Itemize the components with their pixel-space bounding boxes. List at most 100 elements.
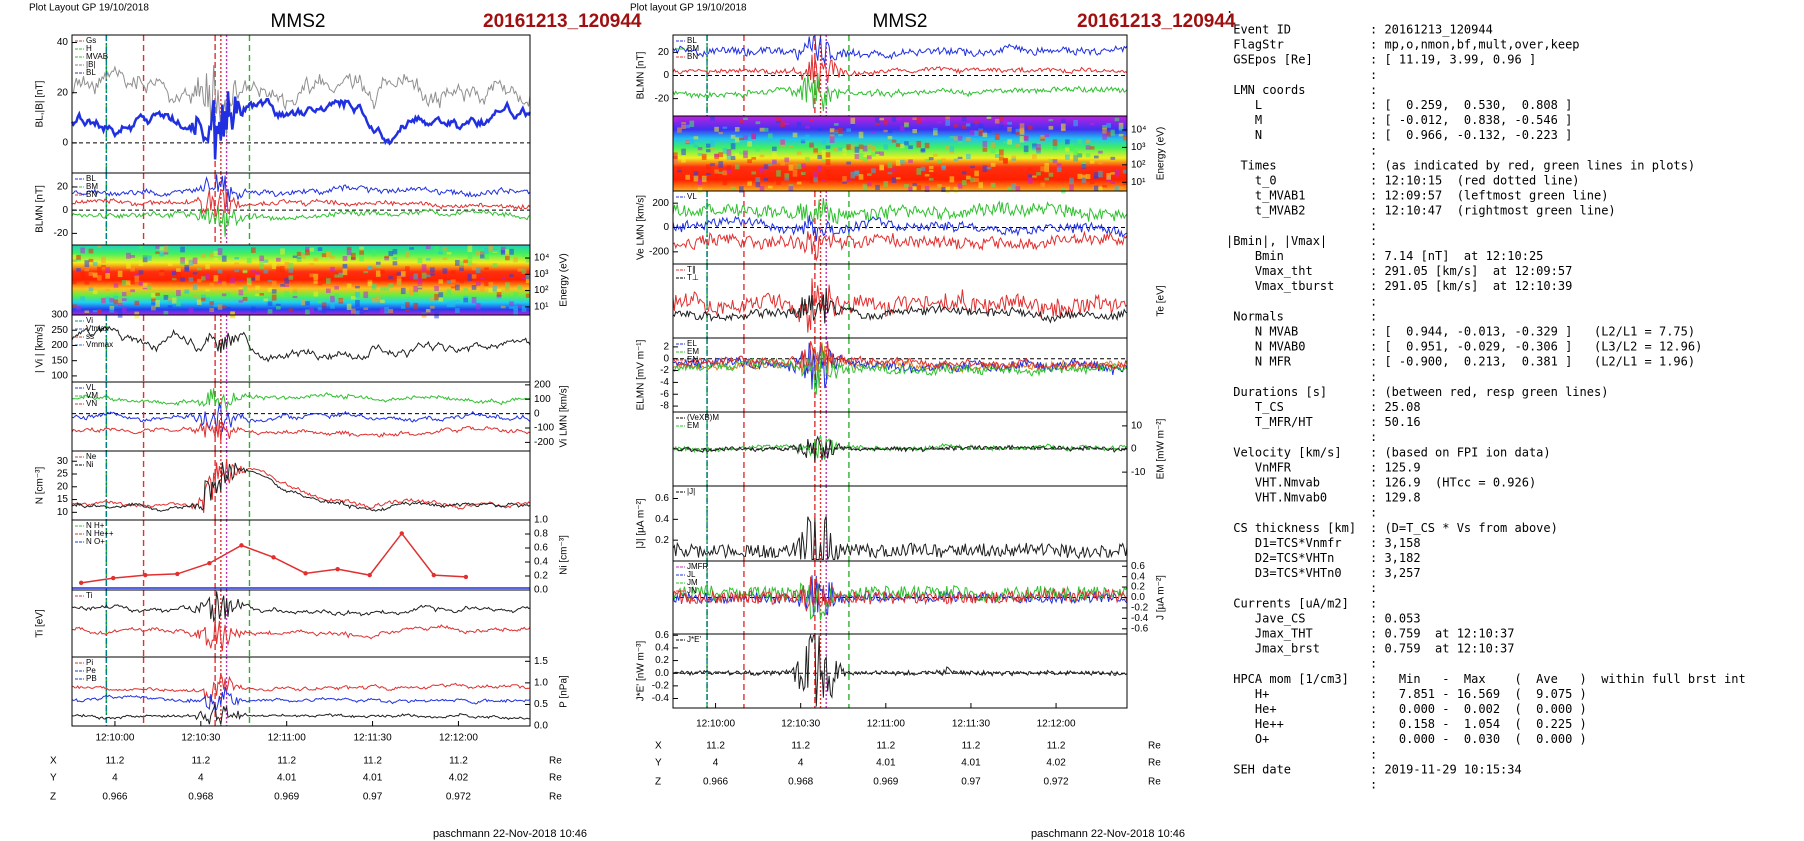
info-key: Jmax_brst bbox=[1226, 642, 1320, 656]
spectrogram-cell bbox=[330, 255, 335, 259]
spectrogram-cell bbox=[1032, 175, 1037, 178]
info-value: : 7.14 [nT] at 12:10:25 bbox=[1370, 249, 1543, 263]
spectrogram-cell bbox=[467, 254, 473, 260]
spectrogram-cell bbox=[101, 256, 106, 264]
spectrogram-cell bbox=[217, 248, 223, 255]
spectrogram-cell bbox=[755, 121, 761, 125]
spectrogram-cell bbox=[825, 145, 831, 149]
spectrogram-cell bbox=[891, 168, 897, 172]
spectrogram-cell bbox=[330, 266, 335, 272]
x-tick-label: 12:10:00 bbox=[95, 733, 134, 744]
spectrogram-cell bbox=[380, 299, 385, 304]
spectrogram-cell bbox=[384, 286, 389, 291]
spectrogram-cell bbox=[846, 161, 851, 165]
spectrogram-cell bbox=[146, 256, 152, 261]
spectrogram-cell bbox=[974, 130, 979, 137]
spectrogram-cell bbox=[961, 180, 967, 186]
info-key: : bbox=[1226, 7, 1233, 21]
spectrogram-cell bbox=[121, 298, 127, 301]
info-value: : 291.05 [km/s] at 12:10:39 bbox=[1370, 279, 1572, 293]
y-tick-label: 30 bbox=[57, 456, 69, 467]
spectrogram-cell bbox=[475, 250, 481, 256]
info-value: : bbox=[1370, 83, 1377, 97]
spectrogram-cell bbox=[155, 300, 160, 308]
spectrogram-cell bbox=[205, 273, 210, 280]
spectrogram-cell bbox=[271, 289, 277, 294]
spectrogram-cell bbox=[1073, 150, 1078, 157]
spectrogram-cell bbox=[945, 145, 951, 150]
info-key: t_0 bbox=[1226, 174, 1277, 188]
y-tick-label: -6 bbox=[660, 389, 669, 400]
spectrogram-cell bbox=[685, 140, 691, 144]
info-key: Event ID bbox=[1226, 23, 1291, 37]
spectrogram-cell bbox=[1052, 139, 1058, 147]
coord-value: 4.02 bbox=[449, 773, 469, 784]
spectrogram-cell bbox=[313, 257, 319, 262]
info-key: HPCA mom [1/cm3] bbox=[1226, 672, 1349, 686]
spectrogram-cell bbox=[1060, 123, 1066, 131]
spectrogram-cell bbox=[800, 172, 806, 176]
spectrogram-cell bbox=[413, 273, 419, 280]
spectrogram-cell bbox=[450, 300, 456, 308]
spectrogram-cell bbox=[292, 295, 298, 299]
spectrogram-cell bbox=[1085, 174, 1091, 180]
spectrogram-cell bbox=[916, 168, 922, 175]
spectrogram-cell bbox=[146, 255, 152, 258]
spectrogram-cell bbox=[350, 252, 356, 260]
spectrogram-cell bbox=[409, 290, 414, 295]
legend-label: Vi bbox=[86, 316, 93, 325]
coord-unit: Re bbox=[1148, 741, 1161, 752]
y-tick-label: -20 bbox=[54, 228, 69, 239]
info-key: |Bmin|, |Vmax| bbox=[1226, 234, 1327, 248]
spectrogram-cell bbox=[221, 281, 227, 287]
spectrogram-cell bbox=[1027, 125, 1033, 131]
spectrogram-cell bbox=[409, 276, 414, 279]
spectrogram-cell bbox=[784, 173, 790, 178]
y-tick-label: -20 bbox=[655, 93, 670, 104]
info-value: : bbox=[1370, 234, 1377, 248]
spectrogram-cell bbox=[188, 260, 194, 266]
spectrogram-cell bbox=[359, 311, 364, 314]
spectrogram-cell bbox=[734, 153, 740, 158]
trace bbox=[71, 704, 531, 725]
spectrogram-cell bbox=[854, 154, 860, 160]
spectrogram-cell bbox=[217, 280, 223, 284]
spectrogram-cell bbox=[192, 284, 198, 290]
spectrogram-cell bbox=[759, 167, 765, 173]
spectrogram-cell bbox=[342, 268, 348, 276]
spectrogram-cell bbox=[776, 170, 781, 177]
info-key: FlagStr bbox=[1226, 38, 1284, 52]
spectrogram-cell bbox=[1040, 182, 1045, 187]
y-tick-label: 2 bbox=[663, 342, 669, 353]
trace bbox=[672, 344, 1128, 395]
spectrogram-cell bbox=[1032, 154, 1037, 160]
spectrogram-cell bbox=[866, 182, 872, 187]
y-tick-label: 0.6 bbox=[534, 543, 548, 554]
legend-label: VM bbox=[86, 391, 98, 400]
spectrogram-cell bbox=[1040, 135, 1045, 140]
info-value: : bbox=[1370, 370, 1377, 384]
info-value: : bbox=[1370, 506, 1377, 520]
spectrogram-cell bbox=[126, 262, 131, 269]
y-tick-label: 25 bbox=[57, 469, 69, 480]
spectrogram-cell bbox=[800, 163, 806, 167]
spectrogram-cell bbox=[480, 251, 485, 255]
spectrogram-cell bbox=[375, 265, 381, 268]
spectrogram-cell bbox=[196, 296, 202, 302]
spectrogram-cell bbox=[982, 147, 988, 152]
spectrogram-cell bbox=[496, 288, 502, 293]
spectrogram-cell bbox=[887, 135, 893, 140]
trace bbox=[672, 198, 1128, 225]
spectrogram-cell bbox=[313, 291, 319, 297]
y-tick-label: -0.6 bbox=[1131, 623, 1149, 634]
spectrogram-cell bbox=[862, 170, 868, 175]
spectrogram-cell bbox=[230, 278, 235, 284]
spectrogram-cell bbox=[697, 178, 703, 185]
spectrogram-cell bbox=[875, 117, 880, 123]
spectrogram-cell bbox=[994, 133, 1000, 140]
info-key: Jmax_THT bbox=[1226, 627, 1313, 641]
spectrogram-cell bbox=[1048, 158, 1054, 162]
spectrogram-cell bbox=[101, 264, 106, 268]
spectrogram-cell bbox=[121, 280, 127, 286]
